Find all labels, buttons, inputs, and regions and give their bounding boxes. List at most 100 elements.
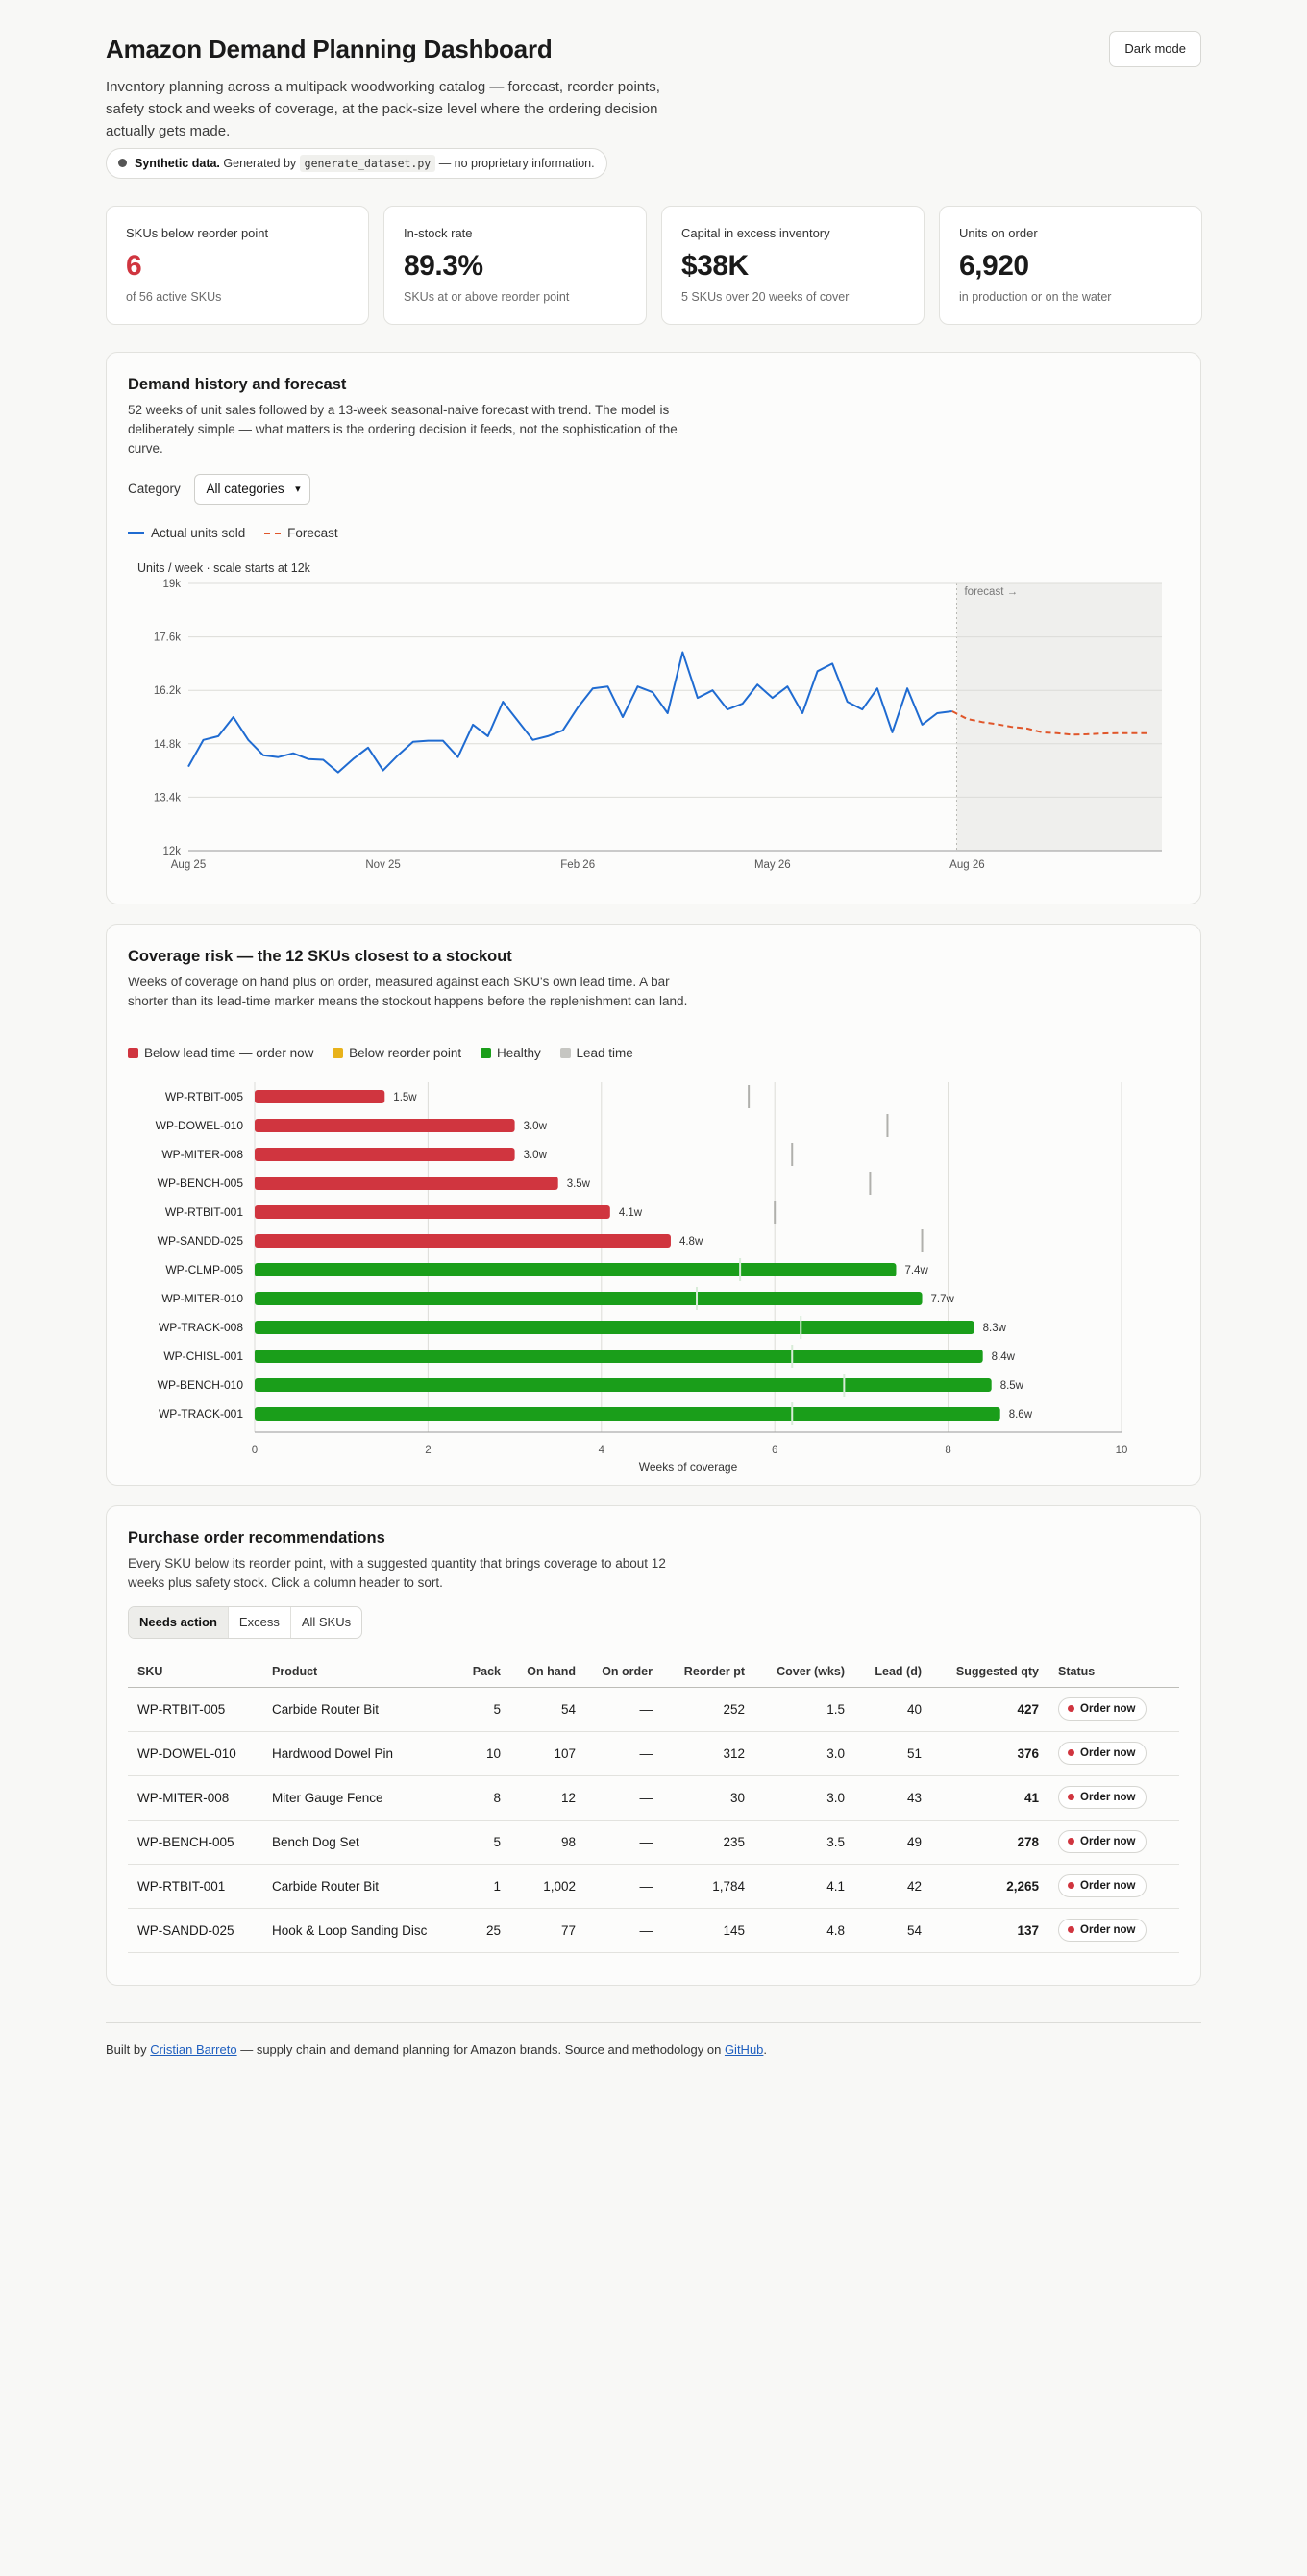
status-badge[interactable]: Order now xyxy=(1058,1697,1147,1721)
forecast-line-swatch xyxy=(264,533,282,534)
x-axis-label: Weeks of coverage xyxy=(639,1460,738,1474)
forecast-series-line xyxy=(951,710,1147,736)
bar-value-label: 7.4w xyxy=(904,1265,928,1276)
po-row: WP-SANDD-025 Hook & Loop Sanding Disc 25 77… xyxy=(128,1908,1179,1953)
legend-lead-time-label: Lead time xyxy=(576,1046,633,1060)
red-swatch xyxy=(128,1048,138,1058)
col-status-header[interactable]: Status xyxy=(1048,1656,1179,1688)
po-product-cell: Carbide Router Bit xyxy=(262,1864,451,1909)
alert-dot-icon xyxy=(1068,1749,1074,1756)
status-badge[interactable]: Order now xyxy=(1058,1742,1147,1765)
footer-post: . xyxy=(763,2043,768,2057)
kpi-label: SKUs below reorder point xyxy=(126,226,269,240)
status-badge[interactable]: Order now xyxy=(1058,1786,1147,1809)
legend-below-lead: Below lead time — order now xyxy=(128,1046,313,1060)
col-lead-header[interactable]: Lead (d) xyxy=(854,1656,931,1688)
status-badge[interactable]: Order now xyxy=(1058,1830,1147,1853)
po-row: WP-DOWEL-010 Hardwood Dowel Pin 10 107—312 3… xyxy=(128,1731,1179,1776)
sku-label: WP-DOWEL-010 xyxy=(156,1119,244,1132)
author-link[interactable]: Cristian Barreto xyxy=(150,2043,237,2057)
bar-value-label: 8.5w xyxy=(1000,1380,1024,1392)
coverage-bar xyxy=(255,1407,1000,1421)
po-pack-cell: 5 xyxy=(451,1820,510,1865)
kpi-label: Units on order xyxy=(959,226,1038,240)
coverage-legend: Below lead time — order now Below reorde… xyxy=(128,1046,649,1060)
sku-label: WP-MITER-010 xyxy=(161,1292,243,1305)
po-card: Purchase order recommendations Every SKU… xyxy=(106,1505,1201,1986)
po-lead-cell: 51 xyxy=(854,1731,931,1776)
po-sku-cell: WP-BENCH-005 xyxy=(128,1820,262,1865)
po-status-cell: Order now xyxy=(1048,1687,1179,1732)
po-on-hand-cell: 1,002 xyxy=(510,1864,585,1909)
po-on-hand-cell: 107 xyxy=(510,1731,585,1776)
col-pack-header[interactable]: Pack xyxy=(451,1656,510,1688)
col-on-hand-header[interactable]: On hand xyxy=(510,1656,585,1688)
po-status-cell: Order now xyxy=(1048,1820,1179,1865)
legend-below-reorder: Below reorder point xyxy=(333,1046,461,1060)
demand-forecast-chart: Units / week · scale starts at 12k forec… xyxy=(137,561,1162,871)
po-suggested-cell: 278 xyxy=(931,1820,1048,1865)
y-tick-label: 16.2k xyxy=(154,685,181,697)
po-sku-cell: WP-DOWEL-010 xyxy=(128,1731,262,1776)
po-pack-cell: 8 xyxy=(451,1775,510,1821)
tab-all-skus[interactable]: All SKUs xyxy=(301,1615,352,1629)
status-badge[interactable]: Order now xyxy=(1058,1874,1147,1897)
po-reorder-pt-cell: 145 xyxy=(662,1908,754,1953)
bar-value-label: 8.4w xyxy=(992,1351,1016,1363)
col-reorder-pt-header[interactable]: Reorder pt xyxy=(662,1656,754,1688)
sku-label: WP-TRACK-001 xyxy=(159,1407,243,1421)
forecast-band-label: forecast → xyxy=(964,586,1018,598)
synthetic-label: Synthetic data. xyxy=(135,157,220,170)
col-product-header[interactable]: Product xyxy=(262,1656,451,1688)
bar-value-label: 4.1w xyxy=(619,1207,643,1219)
po-lead-cell: 42 xyxy=(854,1864,931,1909)
po-cover-cell: 4.1 xyxy=(754,1864,854,1909)
po-pack-cell: 5 xyxy=(451,1687,510,1732)
status-label: Order now xyxy=(1080,1703,1136,1715)
po-pack-cell: 10 xyxy=(451,1731,510,1776)
axis-note: Units / week · scale starts at 12k xyxy=(137,561,311,575)
footer-pre: Built by xyxy=(106,2043,147,2057)
status-label: Order now xyxy=(1080,1792,1136,1803)
col-cover-header[interactable]: Cover (wks) xyxy=(754,1656,854,1688)
po-cover-cell: 3.0 xyxy=(754,1775,854,1821)
po-table: SKU Product Pack On hand On order Reorde… xyxy=(128,1656,1179,1953)
page-title: Amazon Demand Planning Dashboard xyxy=(106,35,553,63)
bar-value-label: 8.6w xyxy=(1009,1409,1033,1421)
amber-swatch xyxy=(333,1048,344,1058)
alert-dot-icon xyxy=(1068,1882,1074,1889)
po-sku-cell: WP-RTBIT-005 xyxy=(128,1687,262,1732)
coverage-bar xyxy=(255,1119,515,1132)
status-badge[interactable]: Order now xyxy=(1058,1919,1147,1942)
tab-excess[interactable]: Excess xyxy=(229,1607,291,1638)
y-tick-label: 13.4k xyxy=(154,792,181,804)
bar-value-label: 8.3w xyxy=(983,1323,1007,1334)
synthetic-post: — no proprietary information. xyxy=(438,157,595,170)
coverage-bar xyxy=(255,1378,992,1392)
col-suggested-header[interactable]: Suggested qty xyxy=(931,1656,1048,1688)
x-tick-label: 6 xyxy=(772,1445,777,1456)
po-reorder-pt-cell: 30 xyxy=(662,1775,754,1821)
col-sku-header[interactable]: SKU xyxy=(128,1656,262,1688)
po-sku-cell: WP-MITER-008 xyxy=(128,1775,262,1821)
tab-needs-action[interactable]: Needs action xyxy=(129,1607,229,1638)
po-on-order-cell: — xyxy=(585,1908,662,1953)
coverage-bar xyxy=(255,1292,923,1305)
github-link[interactable]: GitHub xyxy=(724,2043,764,2057)
category-select[interactable]: All categories ▾ xyxy=(193,474,310,505)
status-label: Order now xyxy=(1080,1880,1136,1892)
kpi-subtext: of 56 active SKUs xyxy=(126,290,222,304)
coverage-bar xyxy=(255,1263,897,1276)
po-sku-cell: WP-SANDD-025 xyxy=(128,1908,262,1953)
po-cover-cell: 3.0 xyxy=(754,1731,854,1776)
coverage-risk-chart: 0 2 4 6 8 10 Weeks of coverage WP-RTBIT-005 1.5w… xyxy=(156,1082,1127,1474)
dark-mode-button[interactable]: Dark mode xyxy=(1109,31,1201,67)
legend-healthy: Healthy xyxy=(480,1046,541,1060)
col-on-order-header[interactable]: On order xyxy=(585,1656,662,1688)
po-on-order-cell: — xyxy=(585,1731,662,1776)
po-row: WP-RTBIT-001 Carbide Router Bit 1 1,002—1,7… xyxy=(128,1864,1179,1909)
x-tick-label: 0 xyxy=(252,1445,258,1456)
kpi-subtext: 5 SKUs over 20 weeks of cover xyxy=(681,290,850,304)
po-product-cell: Bench Dog Set xyxy=(262,1820,451,1865)
synthetic-data-badge: Synthetic data. Generated by generate_da… xyxy=(106,148,607,179)
